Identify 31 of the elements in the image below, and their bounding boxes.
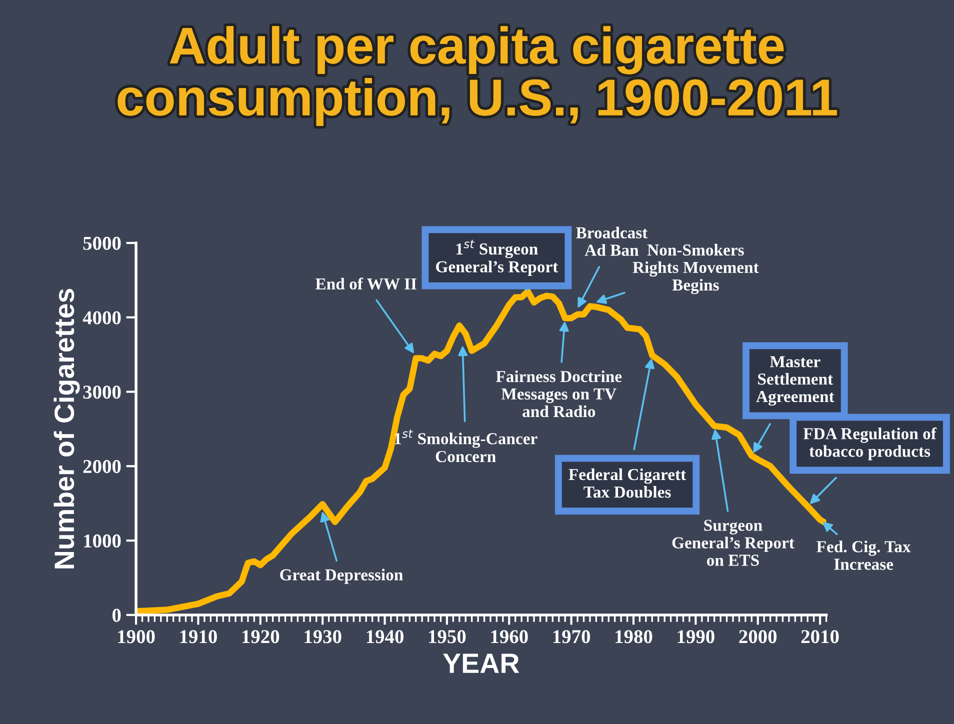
x-tick-label: 1940	[366, 630, 404, 644]
y-tick-label: 4000	[82, 311, 121, 324]
annotation: Federal Cigarett Tax Doubles	[568, 468, 686, 498]
x-tick-label: 1990	[678, 630, 714, 644]
y-tick-label: 0	[112, 608, 121, 622]
y-tick-label: 1000	[84, 534, 121, 548]
annotation: Surgeon General’s Report on ETS	[672, 520, 794, 566]
annotation: 1$^{st}$ Surgeon General’s Report	[436, 240, 558, 276]
x-tick-label: 2000	[739, 630, 777, 644]
annotation: Great Depression	[280, 568, 403, 584]
x-tick-label: 1930	[304, 630, 342, 644]
x-tick-label: 1960	[491, 630, 528, 644]
y-tick-label: 3000	[83, 386, 121, 399]
x-tick-label: 1910	[180, 630, 217, 644]
x-tick-label: 1950	[429, 630, 466, 644]
annotation: Master Settlement Agreement	[756, 356, 834, 406]
y-tick-label: 5000	[83, 236, 121, 250]
annotation: FDA Regulation of tobacco products	[803, 427, 937, 460]
annotation: Fairness Doctrine Messages on TV and Radio	[496, 370, 622, 418]
annotation: End of WW II	[316, 278, 416, 290]
y-axis-title: Number of Cigarettes	[54, 288, 80, 568]
chart-title: Adult per capita cigarette consumption, U.S., 1900-2011	[118, 26, 837, 126]
x-tick-label: 1920	[242, 630, 280, 644]
y-tick-label: 2000	[83, 460, 121, 474]
annotation: Broadcast Ad Ban	[576, 226, 648, 256]
x-tick-label: 2010	[801, 630, 839, 644]
x-tick-label: 1970	[553, 630, 590, 644]
x-axis-title: YEAR	[443, 654, 520, 673]
x-tick-label: 1900	[118, 630, 155, 644]
x-tick-label: 1980	[616, 630, 652, 644]
annotation: Fed. Cig. Tax Increase	[816, 540, 911, 570]
